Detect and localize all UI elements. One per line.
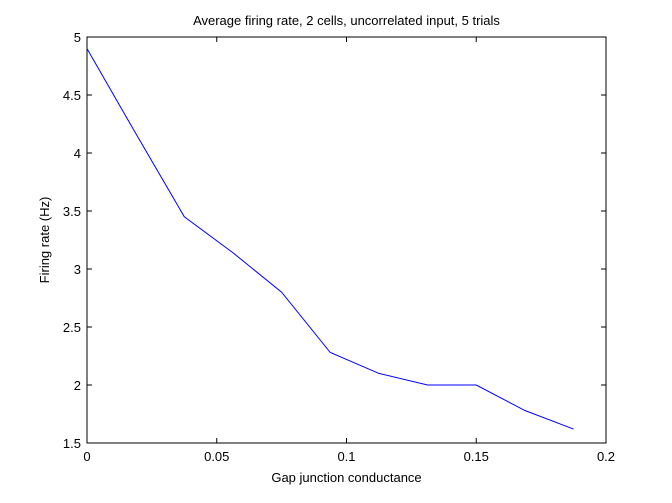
y-tick-label: 2 (74, 378, 81, 393)
y-tick-label: 2.5 (63, 320, 81, 335)
x-axis-label: Gap junction conductance (271, 470, 421, 485)
x-tick-label: 0.05 (204, 449, 229, 464)
x-tick-label: 0.15 (464, 449, 489, 464)
plot-area (86, 36, 607, 444)
x-tick-label: 0 (83, 449, 90, 464)
tick-marks (86, 36, 607, 444)
y-tick-label: 4 (74, 146, 81, 161)
y-tick-label: 5 (74, 30, 81, 45)
x-tick-label: 0.1 (337, 449, 355, 464)
tick-labels: 0 0.05 0.1 0.15 0.2 1.5 2 2.5 3 3.5 4 4.5 5 (63, 30, 615, 464)
series-layer (86, 48, 574, 430)
y-tick-label: 3.5 (63, 204, 81, 219)
series-line (86, 48, 574, 430)
y-tick-label: 1.5 (63, 436, 81, 451)
y-axis-label: Firing rate (Hz) (37, 197, 52, 284)
y-tick-label: 4.5 (63, 88, 81, 103)
y-tick-label: 3 (74, 262, 81, 277)
x-tick-label: 0.2 (597, 449, 615, 464)
chart-title: Average firing rate, 2 cells, uncorrelat… (193, 13, 500, 28)
